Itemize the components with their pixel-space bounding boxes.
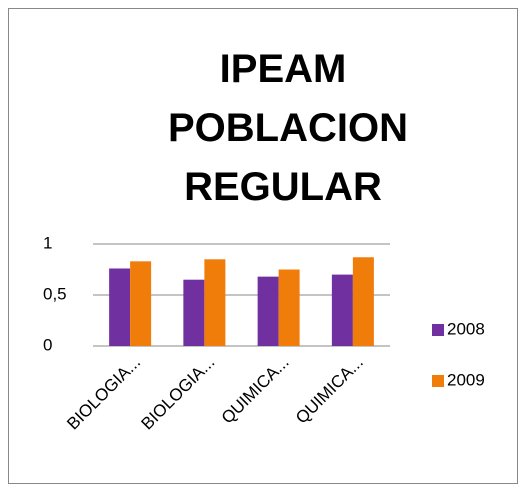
bar (204, 259, 226, 346)
y-tick-label: 0 (43, 335, 52, 354)
legend-label: 2008 (447, 319, 485, 338)
bar (331, 274, 353, 346)
chart-border (8, 8, 518, 484)
bar (183, 279, 205, 346)
y-tick-label: 0,5 (43, 284, 67, 303)
bar (257, 276, 279, 346)
y-tick-label: 1 (43, 233, 52, 252)
legend-label: 2009 (447, 370, 485, 389)
legend-swatch (432, 375, 444, 387)
legend-swatch (432, 324, 444, 336)
bar (130, 261, 152, 346)
bar (109, 268, 131, 346)
chart-title: IPEAM POBLACION REGULAR (168, 47, 408, 209)
bar (352, 257, 374, 346)
bar (278, 269, 300, 346)
